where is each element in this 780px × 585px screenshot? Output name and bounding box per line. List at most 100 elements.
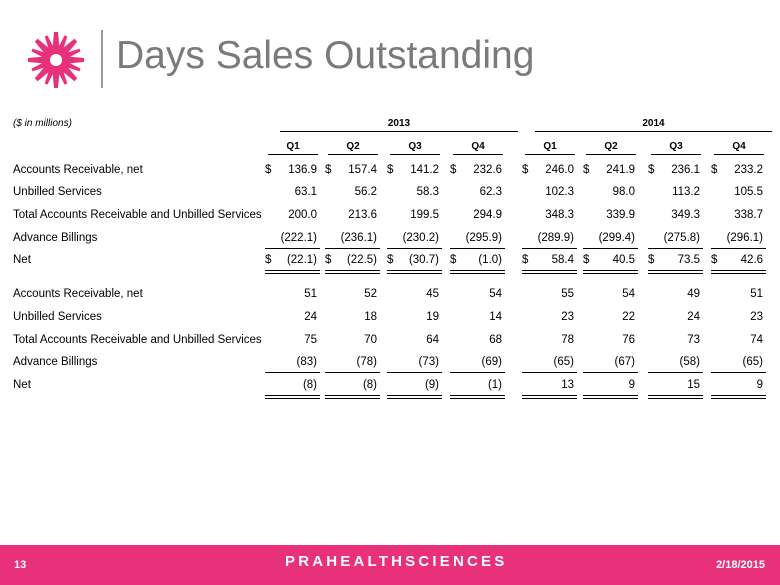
cell-value: (67): [614, 356, 635, 368]
table-cell: (58): [648, 356, 703, 370]
table-cell: 70: [325, 334, 380, 348]
cell-value: 62.3: [479, 186, 502, 198]
table-cell: 9: [711, 379, 766, 393]
cell-value: (69): [481, 356, 502, 368]
table-cell: 113.2: [648, 186, 703, 200]
table-cell: (65): [711, 356, 766, 370]
table-cell: 105.5: [711, 186, 766, 200]
table-cell: 24: [648, 311, 703, 325]
table-cell: $236.1: [648, 164, 703, 178]
cell-value: 236.1: [671, 164, 700, 176]
currency-symbol: $: [711, 254, 718, 266]
cell-value: 55: [561, 288, 574, 300]
table-cell: $141.2: [387, 164, 442, 178]
total-double-rule: [265, 270, 320, 271]
table-cell: 348.3: [522, 209, 577, 223]
table-cell: 54: [450, 288, 505, 302]
cell-value: 233.2: [734, 164, 763, 176]
units-label: ($ in millions): [13, 118, 72, 129]
table-cell: (73): [387, 356, 442, 370]
brand-wordmark: PRAHEALTHSCIENCES: [285, 553, 508, 570]
cell-value: (78): [356, 356, 377, 368]
total-double-rule: [265, 398, 320, 399]
quarter-header: Q1: [286, 141, 300, 152]
cell-value: (1): [487, 379, 502, 391]
cell-value: 141.2: [410, 164, 439, 176]
cell-value: 73: [687, 334, 700, 346]
subtotal-rule: [583, 372, 638, 373]
currency-symbol: $: [325, 164, 332, 176]
cell-value: (22.1): [286, 254, 317, 266]
cell-value: 13: [561, 379, 574, 391]
total-double-rule: [648, 395, 703, 396]
total-double-rule: [522, 395, 577, 396]
cell-value: 42.6: [740, 254, 763, 266]
table-cell: 9: [583, 379, 638, 393]
table-cell: 199.5: [387, 209, 442, 223]
cell-value: 75: [304, 334, 317, 346]
total-double-rule: [387, 398, 442, 399]
table-cell: 23: [711, 311, 766, 325]
cell-value: 58.4: [551, 254, 574, 266]
table-cell: 55: [522, 288, 577, 302]
total-double-rule: [325, 398, 380, 399]
cell-value: 22: [622, 311, 635, 323]
table-cell: 76: [583, 334, 638, 348]
table-cell: 200.0: [265, 209, 320, 223]
currency-symbol: $: [648, 164, 655, 176]
cell-value: 49: [687, 288, 700, 300]
row-label: Total Accounts Receivable and Unbilled S…: [13, 209, 262, 221]
currency-symbol: $: [522, 164, 529, 176]
total-double-rule: [450, 273, 505, 274]
subtotal-rule: [325, 372, 380, 373]
table-cell: 51: [711, 288, 766, 302]
quarter-rule: [328, 154, 378, 155]
row-label: Unbilled Services: [13, 186, 102, 198]
table-cell: 19: [387, 311, 442, 325]
subtotal-rule: [711, 248, 766, 249]
cell-value: 51: [304, 288, 317, 300]
cell-value: (73): [418, 356, 439, 368]
quarter-header: Q3: [669, 141, 683, 152]
table-cell: $233.2: [711, 164, 766, 178]
cell-value: (65): [553, 356, 574, 368]
table-cell: 15: [648, 379, 703, 393]
total-double-rule: [450, 270, 505, 271]
table-cell: $241.9: [583, 164, 638, 178]
table-cell: 349.3: [648, 209, 703, 223]
table-cell: $246.0: [522, 164, 577, 178]
quarter-header: Q2: [604, 141, 618, 152]
cell-value: (8): [362, 379, 377, 391]
total-double-rule: [583, 398, 638, 399]
table-cell: (83): [265, 356, 320, 370]
subtotal-rule: [325, 248, 380, 249]
subtotal-rule: [387, 372, 442, 373]
table-cell: 45: [387, 288, 442, 302]
table-cell: (299.4): [583, 232, 638, 246]
table-cell: 49: [648, 288, 703, 302]
quarter-header: Q2: [346, 141, 360, 152]
cell-value: 78: [561, 334, 574, 346]
table-cell: $40.5: [583, 254, 638, 268]
table-cell: 98.0: [583, 186, 638, 200]
cell-value: 105.5: [734, 186, 763, 198]
table-cell: 63.1: [265, 186, 320, 200]
total-double-rule: [648, 398, 703, 399]
total-double-rule: [711, 398, 766, 399]
cell-value: 51: [750, 288, 763, 300]
row-label: Advance Billings: [13, 356, 98, 368]
quarter-rule: [714, 154, 764, 155]
cell-value: 58.3: [416, 186, 439, 198]
currency-symbol: $: [265, 254, 272, 266]
table-cell: $ (30.7): [387, 254, 442, 268]
cell-value: 63.1: [294, 186, 317, 198]
quarter-rule: [586, 154, 636, 155]
total-double-rule: [583, 395, 638, 396]
cell-value: 73.5: [677, 254, 700, 266]
table-cell: 51: [265, 288, 320, 302]
table-cell: 62.3: [450, 186, 505, 200]
total-double-rule: [387, 395, 442, 396]
total-double-rule: [387, 270, 442, 271]
cell-value: 40.5: [612, 254, 635, 266]
quarter-header: Q1: [543, 141, 557, 152]
